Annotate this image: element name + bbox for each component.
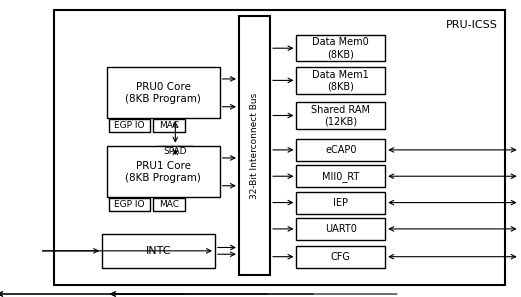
Text: Data Mem1
(8KB): Data Mem1 (8KB) bbox=[313, 69, 369, 91]
Bar bbox=[107, 67, 220, 119]
Text: CFG: CFG bbox=[331, 252, 351, 262]
Text: MAC: MAC bbox=[159, 200, 179, 209]
Text: eCAP0: eCAP0 bbox=[325, 145, 356, 155]
Text: SPAD: SPAD bbox=[164, 147, 187, 156]
Bar bbox=[239, 16, 270, 275]
Text: PRU-ICSS: PRU-ICSS bbox=[446, 20, 498, 30]
Text: IEP: IEP bbox=[333, 198, 349, 208]
Bar bbox=[296, 246, 385, 268]
Bar bbox=[157, 146, 193, 158]
Text: Data Mem0
(8KB): Data Mem0 (8KB) bbox=[313, 37, 369, 59]
Text: MII0_RT: MII0_RT bbox=[322, 171, 359, 182]
Text: Shared RAM
(12KB): Shared RAM (12KB) bbox=[312, 105, 370, 126]
Bar bbox=[107, 146, 220, 198]
Bar bbox=[296, 165, 385, 187]
Bar bbox=[296, 102, 385, 129]
Bar bbox=[109, 119, 150, 132]
Bar bbox=[296, 218, 385, 240]
Bar bbox=[154, 198, 184, 211]
Text: UART0: UART0 bbox=[325, 224, 357, 234]
Text: INTC: INTC bbox=[146, 246, 171, 256]
Bar bbox=[296, 35, 385, 61]
Text: EGP IO: EGP IO bbox=[115, 200, 145, 209]
Text: PRU1 Core
(8KB Program): PRU1 Core (8KB Program) bbox=[126, 161, 201, 183]
Text: MAC: MAC bbox=[159, 121, 179, 130]
Bar bbox=[296, 67, 385, 94]
Text: PRU0 Core
(8KB Program): PRU0 Core (8KB Program) bbox=[126, 82, 201, 104]
Bar bbox=[109, 198, 150, 211]
Text: EGP IO: EGP IO bbox=[115, 121, 145, 130]
Bar bbox=[296, 139, 385, 161]
Text: 32-Bit Interconnect Bus: 32-Bit Interconnect Bus bbox=[250, 92, 259, 199]
Bar bbox=[102, 234, 215, 268]
Bar bbox=[154, 119, 184, 132]
Bar bbox=[296, 192, 385, 214]
